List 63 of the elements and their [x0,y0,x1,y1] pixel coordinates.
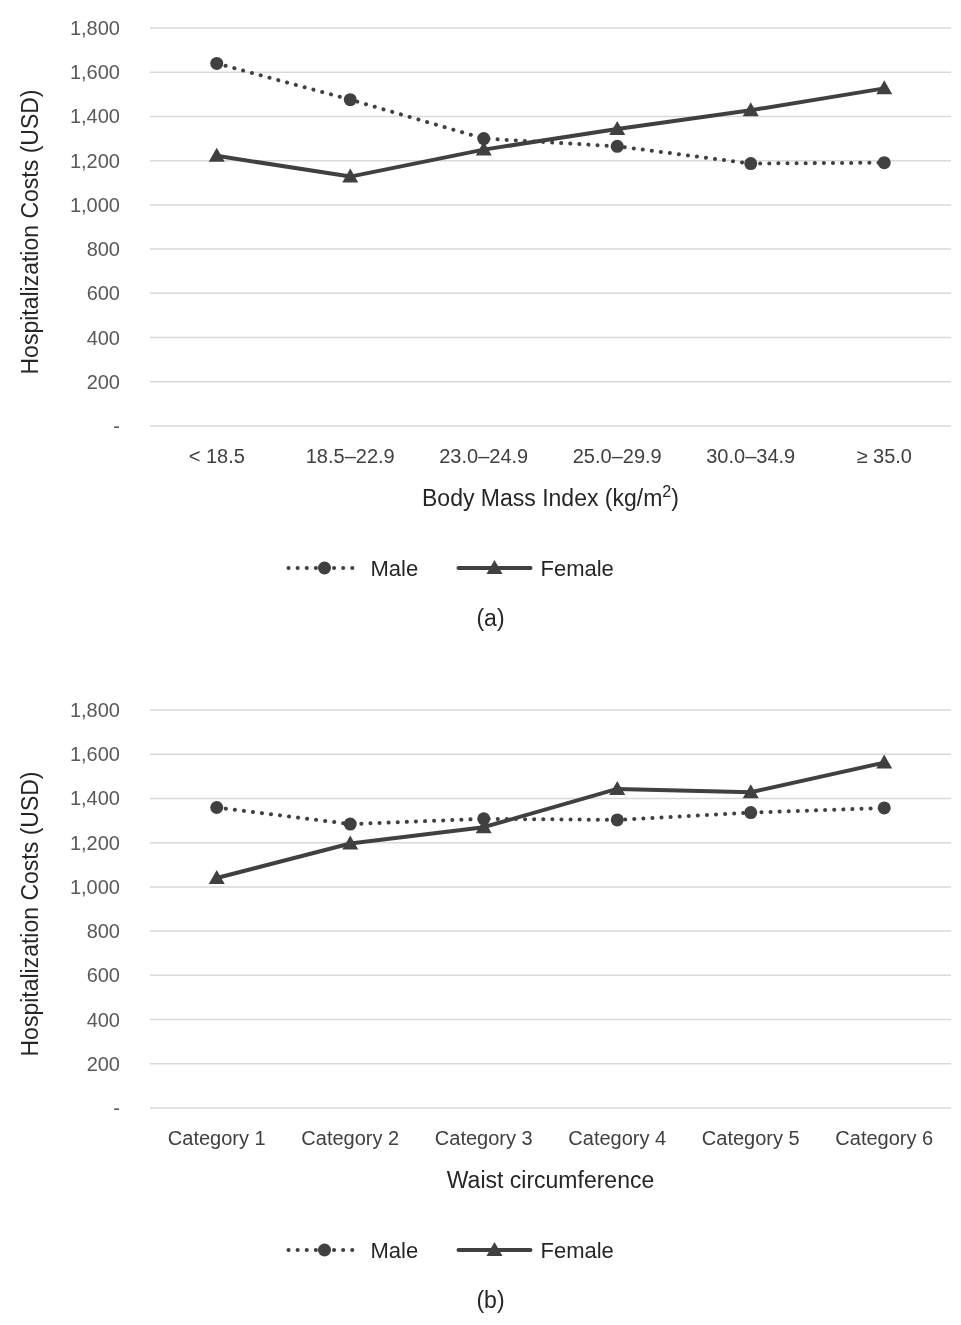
point [742,784,759,799]
y-tick-label: 200 [86,1052,120,1075]
point [609,780,626,795]
x-tick-label: < 18.5 [188,445,245,467]
point [342,835,359,850]
y-axis-title: Hospitalization Costs (USD) [17,89,43,375]
point [210,56,224,70]
y-tick-label: 600 [86,282,120,305]
point [342,168,359,183]
point [208,147,225,162]
x-tick-label: Category 5 [701,1127,800,1149]
point [610,813,624,827]
y-tick-label: - [113,415,120,437]
point [343,93,357,107]
y-tick-label: 1,600 [69,743,120,766]
point [877,801,891,815]
x-axis-title: Body Mass Index (kg/m$^{2}$) [422,482,679,511]
x-axis-title: Waist circumference [446,1167,655,1193]
point [343,817,357,831]
point [208,870,225,885]
y-tick-label: 200 [86,370,120,393]
y-tick-label: 1,800 [69,699,120,721]
point [744,806,758,820]
y-tick-label: 1,800 [69,17,120,39]
legend-label: Male [370,555,419,581]
text: (b) [476,1287,505,1313]
point [876,754,893,769]
point [877,156,891,170]
x-tick-label: Category 6 [835,1127,934,1149]
text: (a) [476,605,505,631]
legend-label: Female [540,555,614,581]
y-tick-label: 1,400 [69,105,120,128]
y-tick-label: 1,200 [69,831,120,854]
point [744,157,758,171]
point [477,132,491,146]
x-tick-label: Category 2 [301,1127,400,1149]
legend-label: Male [370,1237,419,1263]
y-tick-label: 600 [86,964,120,987]
y-tick-label: 1,200 [69,149,120,172]
x-tick-label: 30.0–34.9 [706,445,796,467]
y-tick-label: 800 [86,920,120,943]
y-tick-label: 400 [86,326,120,349]
point [610,139,624,153]
x-tick-label: 25.0–29.9 [572,445,662,467]
y-tick-label: 400 [86,1008,120,1031]
point [876,80,893,95]
y-tick-label: - [113,1097,120,1119]
x-tick-label: ≥ 35.0 [856,445,912,467]
y-tick-label: 1,400 [69,787,120,810]
x-tick-label: 18.5–22.9 [305,445,395,467]
y-tick-label: 1,000 [69,875,120,898]
x-tick-label: Category 4 [568,1127,667,1149]
x-tick-label: Category 3 [434,1127,533,1149]
x-tick-label: Category 1 [167,1127,266,1149]
y-axis-title: Hospitalization Costs (USD) [17,771,43,1057]
point [609,121,626,136]
legend-label: Female [540,1237,614,1263]
point [742,102,759,117]
point [210,801,224,815]
y-tick-label: 1,600 [69,61,120,84]
y-tick-label: 1,000 [69,193,120,216]
x-tick-label: 23.0–24.9 [439,445,529,467]
y-tick-label: 800 [86,238,120,261]
